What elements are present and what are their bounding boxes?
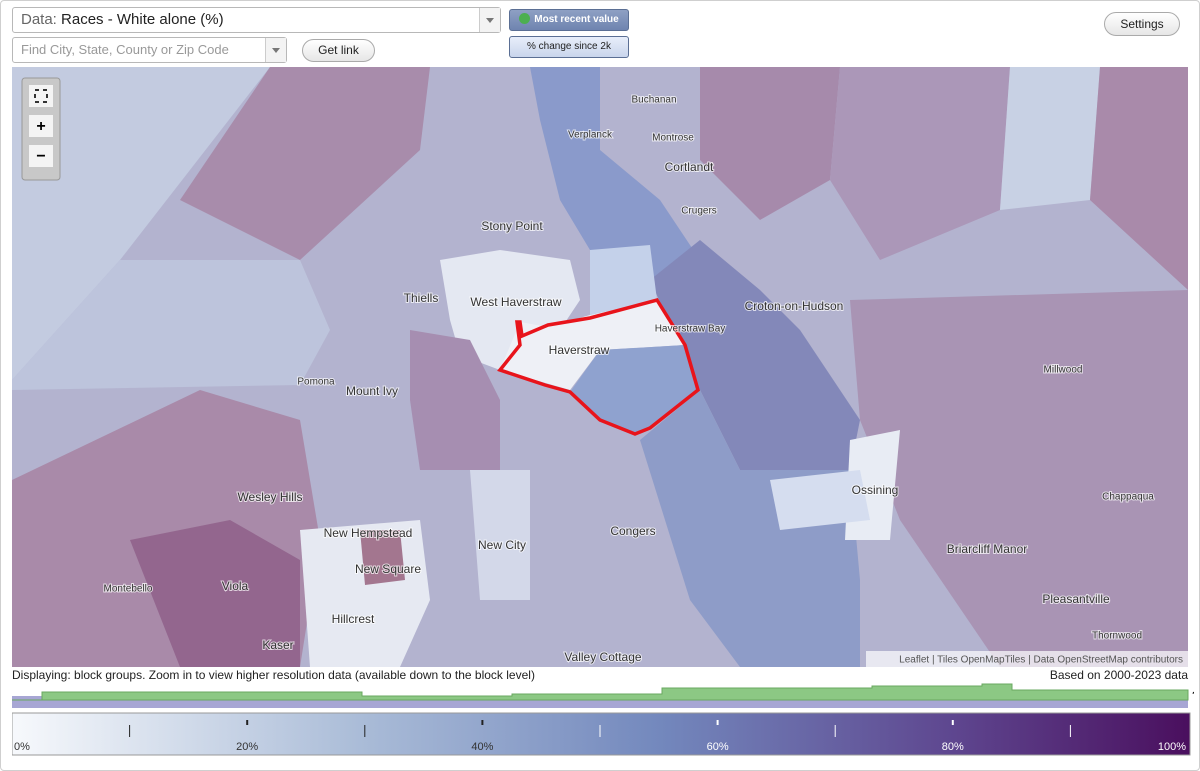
place-label: Montrose <box>652 133 694 144</box>
place-label: Kaser <box>262 638 293 652</box>
region <box>590 245 657 315</box>
legend-label: 80% <box>942 741 964 753</box>
place-label: Millwood <box>1044 365 1083 376</box>
place-label: Stony Point <box>481 219 543 233</box>
place-label: Buchanan <box>631 95 676 106</box>
region <box>130 520 300 667</box>
dropdown-arrow[interactable] <box>265 38 286 62</box>
legend-label: 0% <box>14 741 30 753</box>
zoom-in-label: + <box>36 118 45 135</box>
map[interactable]: Buchanan Verplanck Montrose Cortlandt Cruger… <box>12 67 1188 667</box>
place-label: Montebello <box>104 584 153 595</box>
place-label: West Haverstraw <box>470 295 561 309</box>
place-label: Viola <box>222 579 249 593</box>
region <box>360 530 405 585</box>
river <box>530 67 700 280</box>
histogram <box>12 683 1189 701</box>
search-placeholder: Find City, State, County or Zip Code <box>21 42 229 57</box>
search-box[interactable]: Find City, State, County or Zip Code <box>12 37 287 63</box>
place-label: Crugers <box>681 206 717 217</box>
region <box>650 240 860 470</box>
region <box>700 67 840 220</box>
river <box>640 390 860 667</box>
place-label: Wesley Hills <box>237 490 302 504</box>
place-label: Croton-on-Hudson <box>745 299 844 313</box>
place-label: Chappaqua <box>1102 492 1154 503</box>
data-label: Data: <box>21 11 57 28</box>
region <box>1000 67 1100 210</box>
get-link-button[interactable]: Get link <box>302 39 375 62</box>
settings-button[interactable]: Settings <box>1104 12 1180 36</box>
data-select[interactable]: Data: Races - White alone (%) <box>12 7 501 33</box>
place-label: New City <box>478 538 526 552</box>
region <box>830 67 1010 260</box>
region <box>470 470 530 600</box>
region <box>570 345 698 434</box>
place-label: Thiells <box>404 291 439 305</box>
legend-ticks: 0% 20% 40% 60% 80% 100% <box>14 720 1186 753</box>
legend-label: 60% <box>707 741 729 753</box>
region <box>1090 67 1188 290</box>
region <box>12 260 330 390</box>
most-recent-toggle[interactable]: Most recent value <box>509 9 629 31</box>
color-scale <box>12 712 1191 756</box>
zoom-in-button[interactable] <box>29 115 53 137</box>
legend: ? 0% 20% 40% 60% 80% 100% <box>12 683 1194 756</box>
place-label: Pomona <box>297 377 335 388</box>
change-toggle[interactable]: % change since 2k <box>509 36 629 58</box>
selection-outline[interactable] <box>497 297 701 436</box>
place-label: Ossining <box>852 483 899 497</box>
zoom-out-label: − <box>36 148 45 165</box>
attribution[interactable]: Leaflet | Tiles OpenMapTiles | Data Open… <box>899 655 1183 666</box>
data-value: Races - White alone (%) <box>61 11 224 28</box>
region <box>410 330 500 470</box>
place-label: Haverstraw Bay <box>655 324 726 335</box>
place-label: Briarcliff Manor <box>947 542 1027 556</box>
fullscreen-icon <box>34 89 48 103</box>
place-label: Hillcrest <box>332 612 375 626</box>
based-on-note: Based on 2000-2023 data <box>1049 668 1188 682</box>
legend-label: 100% <box>1158 741 1186 753</box>
place-labels: Buchanan Verplanck Montrose Cortlandt Cruger… <box>103 94 1156 666</box>
most-recent-label: Most recent value <box>534 14 619 25</box>
region <box>440 250 580 370</box>
place-label: Valley Cottage <box>564 650 641 664</box>
place-label: Haverstraw <box>549 343 610 357</box>
legend-label: 40% <box>471 741 493 753</box>
region <box>770 470 870 530</box>
attribution-box <box>866 651 1188 667</box>
place-label: Verplanck <box>568 130 613 141</box>
place-label: New Hempstead <box>324 526 413 540</box>
displaying-note: Displaying: block groups. Zoom in to vie… <box>12 668 535 682</box>
help-icon[interactable]: ? <box>1192 691 1194 702</box>
region <box>500 300 685 390</box>
legend-label: 20% <box>236 741 258 753</box>
region <box>180 67 430 260</box>
check-icon <box>519 13 531 24</box>
dropdown-arrow[interactable] <box>479 8 500 32</box>
place-label: Pleasantville <box>1042 592 1110 606</box>
zoom-out-button[interactable] <box>29 145 53 167</box>
region <box>850 290 1188 667</box>
place-label: Congers <box>610 524 655 538</box>
place-label: Thornwood <box>1092 631 1142 642</box>
place-label: New Square <box>355 562 421 576</box>
region <box>12 67 270 380</box>
fullscreen-button[interactable] <box>29 85 53 107</box>
place-label: Mount Ivy <box>346 384 398 398</box>
place-label: Cortlandt <box>665 160 714 174</box>
